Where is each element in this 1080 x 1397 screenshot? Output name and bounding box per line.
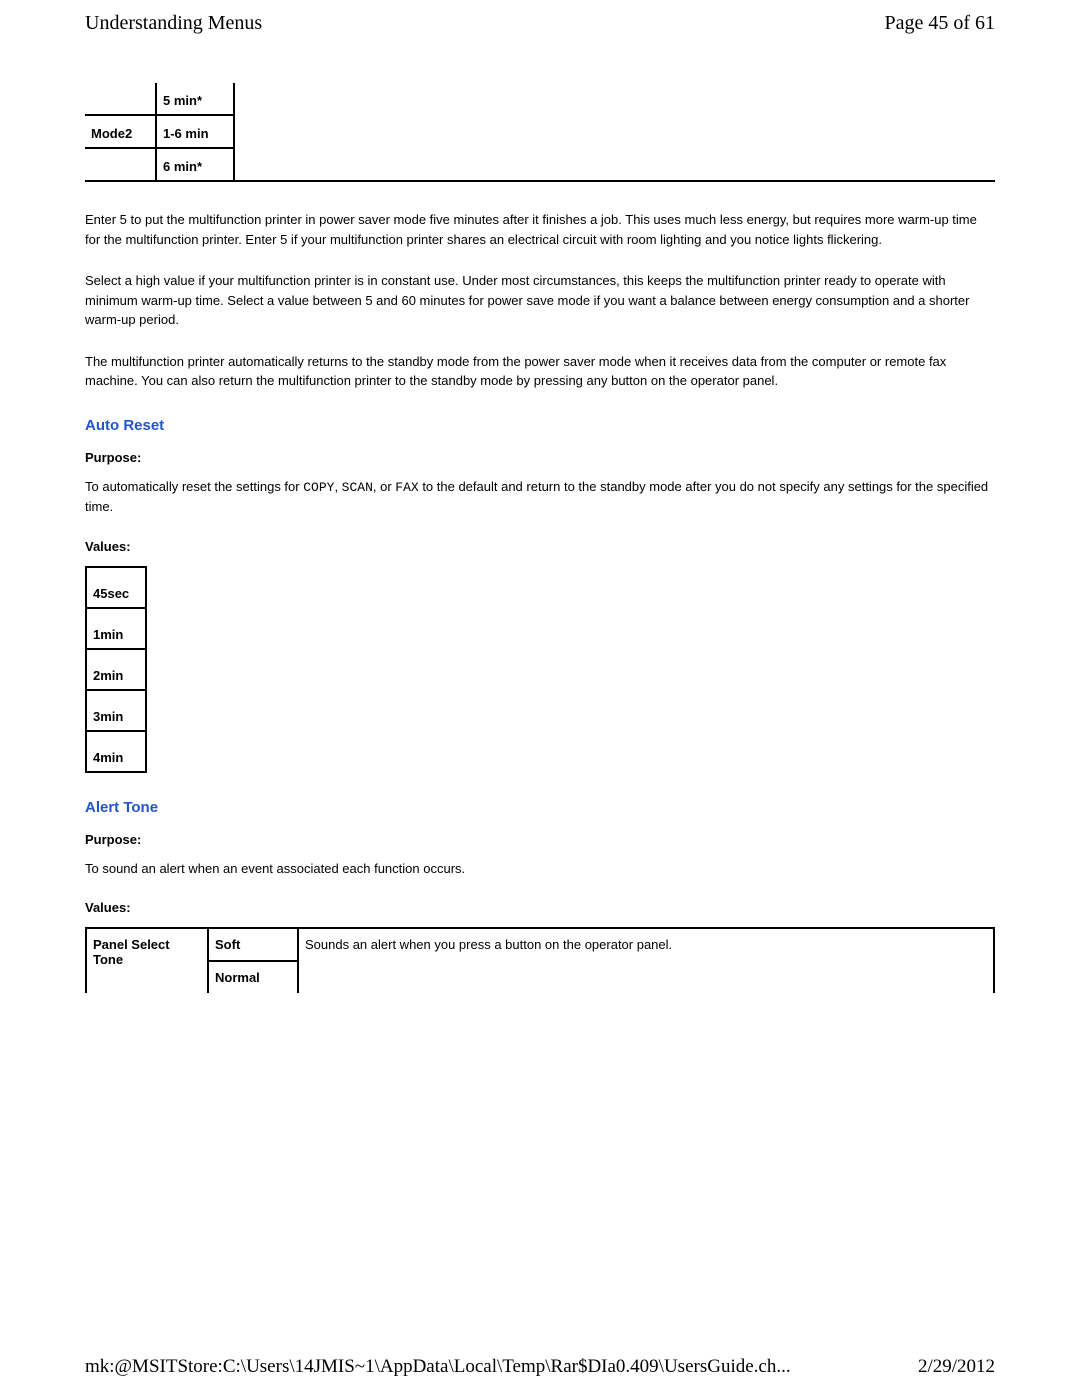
ar-val-45sec: 45sec bbox=[86, 567, 146, 608]
ar-fax: FAX bbox=[395, 480, 418, 495]
content: 5 min* Mode2 1-6 min 6 min* Enter 5 to p… bbox=[0, 83, 1080, 993]
page-footer: mk:@MSITStore:C:\Users\14JMIS~1\AppData\… bbox=[0, 1356, 1080, 1378]
alert-tone-heading: Alert Tone bbox=[85, 799, 995, 816]
mode-cell-mode2: Mode2 bbox=[85, 115, 156, 148]
ar-copy: COPY bbox=[303, 480, 334, 495]
auto-reset-heading: Auto Reset bbox=[85, 417, 995, 434]
at-name: Panel Select Tone bbox=[86, 928, 208, 993]
ar-s1: , bbox=[334, 479, 341, 494]
auto-reset-values-table: 45sec 1min 2min 3min 4min bbox=[85, 566, 147, 773]
auto-reset-values-label: Values: bbox=[85, 539, 995, 554]
mode-table: 5 min* Mode2 1-6 min 6 min* bbox=[85, 83, 995, 182]
paragraph-2: Select a high value if your multifunctio… bbox=[85, 271, 995, 330]
at-soft: Soft bbox=[208, 928, 298, 961]
ar-pre: To automatically reset the settings for bbox=[85, 479, 303, 494]
alert-tone-values-label: Values: bbox=[85, 900, 995, 915]
alert-tone-purpose-label: Purpose: bbox=[85, 832, 995, 847]
mode-cell-1-6min: 1-6 min bbox=[156, 115, 234, 148]
mode-cell-5min: 5 min* bbox=[156, 83, 234, 115]
footer-date: 2/29/2012 bbox=[918, 1356, 995, 1378]
header-page: Page 45 of 61 bbox=[884, 12, 995, 35]
at-desc: Sounds an alert when you press a button … bbox=[298, 928, 994, 993]
header-title: Understanding Menus bbox=[85, 12, 262, 35]
mode-cell-empty bbox=[85, 83, 156, 115]
mode-cell-6min: 6 min* bbox=[156, 148, 234, 181]
auto-reset-purpose-label: Purpose: bbox=[85, 450, 995, 465]
paragraph-3: The multifunction printer automatically … bbox=[85, 352, 995, 391]
auto-reset-purpose: To automatically reset the settings for … bbox=[85, 477, 995, 517]
alert-tone-table: Panel Select Tone Soft Sounds an alert w… bbox=[85, 927, 995, 993]
ar-val-2min: 2min bbox=[86, 649, 146, 690]
mode-table-wrap: 5 min* Mode2 1-6 min 6 min* bbox=[85, 83, 995, 182]
paragraph-1: Enter 5 to put the multifunction printer… bbox=[85, 210, 995, 249]
ar-val-1min: 1min bbox=[86, 608, 146, 649]
footer-path: mk:@MSITStore:C:\Users\14JMIS~1\AppData\… bbox=[85, 1356, 791, 1378]
ar-s2: , or bbox=[373, 479, 395, 494]
mode-cell-empty2 bbox=[85, 148, 156, 181]
mode-cell-blank3 bbox=[234, 148, 995, 181]
ar-val-4min: 4min bbox=[86, 731, 146, 772]
ar-scan: SCAN bbox=[342, 480, 373, 495]
ar-val-3min: 3min bbox=[86, 690, 146, 731]
at-normal: Normal bbox=[208, 961, 298, 993]
mode-cell-blank bbox=[234, 83, 995, 115]
page-header: Understanding Menus Page 45 of 61 bbox=[0, 0, 1080, 43]
mode-cell-blank2 bbox=[234, 115, 995, 148]
alert-tone-purpose: To sound an alert when an event associat… bbox=[85, 859, 995, 879]
